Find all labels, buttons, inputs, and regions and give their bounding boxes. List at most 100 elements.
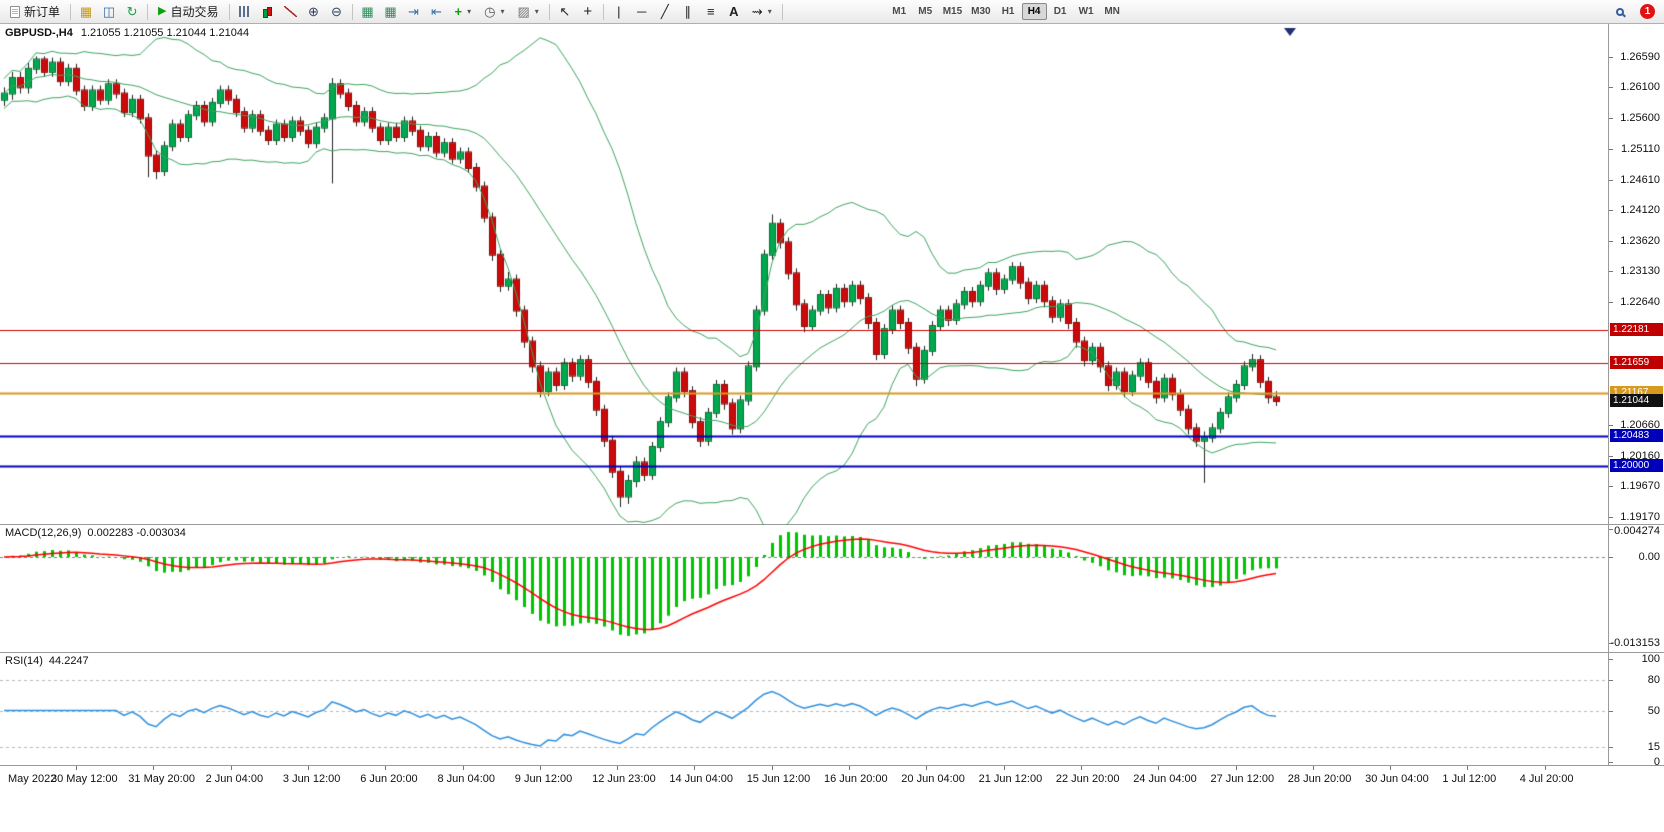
channel-button[interactable]: ∥	[677, 2, 699, 22]
price-axis[interactable]: 1.26590 1.26100 1.25600 1.25110 1.24610 1.241…	[1608, 24, 1664, 524]
timeframe-d1[interactable]: D1	[1048, 3, 1073, 20]
price-chart-panel: GBPUSD-,H4 1.21055 1.21055 1.21044 1.2104…	[0, 24, 1664, 525]
time-axis-tick	[385, 766, 387, 770]
price-chart-canvas[interactable]	[0, 24, 1608, 525]
timeframe-mn[interactable]: MN	[1100, 3, 1125, 20]
rsi-axis-tick	[1609, 747, 1613, 748]
channel-icon: ∥	[684, 4, 692, 19]
arrows-button[interactable]: ⇝ ▾	[746, 2, 778, 22]
auto-scroll-button[interactable]: ⇥	[403, 2, 425, 22]
auto-trading-button[interactable]: ▶ 自动交易	[152, 2, 224, 22]
tile-windows-button[interactable]: ▦	[357, 2, 379, 22]
candlestick-button[interactable]	[257, 2, 279, 22]
timeframe-m1[interactable]: M1	[887, 3, 912, 20]
time-axis-tick	[617, 766, 619, 770]
price-axis-tick	[1609, 271, 1613, 272]
cursor-icon: ↖	[559, 4, 571, 19]
time-axis-label: 30 Jun 04:00	[1365, 773, 1429, 785]
toolbar-separator	[228, 3, 230, 20]
crosshair-button[interactable]: +	[577, 2, 599, 22]
macd-axis-tick	[1609, 529, 1613, 530]
candlestick-icon	[262, 6, 274, 18]
time-axis-label: 3 Jun 12:00	[282, 773, 341, 785]
rsi-axis[interactable]: 100 80 50 15 0	[1608, 653, 1664, 768]
charts-button[interactable]: ▦	[75, 2, 97, 22]
rsi-panel: RSI(14) 44.2247 100 80 50 15 0	[0, 653, 1664, 768]
toolbar-separator	[781, 3, 783, 20]
price-axis-label: 1.23620	[1620, 235, 1660, 248]
price-tag: 1.21044	[1610, 393, 1663, 407]
rsi-axis-tick	[1609, 711, 1613, 712]
price-axis-label: 1.26100	[1620, 81, 1660, 94]
time-axis-label: 16 Jun 20:00	[824, 773, 888, 785]
rsi-axis-label: 100	[1641, 653, 1660, 665]
price-axis-tick	[1609, 241, 1613, 242]
data-window-button[interactable]: ◫	[98, 2, 120, 22]
zoom-in-button[interactable]: ⊕	[303, 2, 325, 22]
price-axis-label: 1.24120	[1620, 204, 1660, 217]
timeframe-h1[interactable]: H1	[996, 3, 1021, 20]
time-axis-label: 31 May 20:00	[128, 773, 195, 785]
new-order-label: 新订单	[24, 5, 61, 19]
price-axis-tick	[1609, 180, 1613, 181]
timeframe-m5[interactable]: M5	[913, 3, 938, 20]
macd-canvas[interactable]	[0, 525, 1608, 653]
timeframe-m30[interactable]: M30	[967, 3, 994, 20]
macd-axis-tick	[1609, 643, 1613, 644]
notification-badge[interactable]: 1	[1640, 4, 1655, 19]
price-tag: 1.20483	[1610, 428, 1663, 442]
chevron-down-icon: ▾	[767, 7, 772, 16]
price-axis-label: 1.20660	[1620, 418, 1660, 431]
toolbar-separator	[351, 3, 353, 20]
line-chart-button[interactable]	[280, 2, 302, 22]
bar-chart-button[interactable]	[234, 2, 256, 22]
plus-icon: +	[454, 4, 463, 19]
rsi-axis-label: 0	[1653, 756, 1660, 768]
trendline-button[interactable]: ╱	[654, 2, 676, 22]
cascade-windows-button[interactable]: ▦	[380, 2, 402, 22]
fibonacci-icon: ≡	[706, 4, 715, 19]
search-button[interactable]	[1609, 2, 1631, 22]
time-axis-tick	[849, 766, 850, 770]
new-order-icon	[10, 5, 20, 18]
horizontal-line-button[interactable]: ─	[631, 2, 653, 22]
timeframe-h4[interactable]: H4	[1021, 3, 1047, 20]
rsi-value: 44.2247	[48, 655, 89, 667]
toolbar-separator	[70, 3, 72, 20]
rsi-axis-label: 50	[1647, 704, 1660, 717]
price-axis-tick	[1609, 517, 1613, 518]
price-axis-tick	[1609, 149, 1613, 150]
time-axis-tick	[539, 766, 541, 770]
rsi-canvas[interactable]	[0, 653, 1608, 766]
fibonacci-button[interactable]: ≡	[700, 2, 722, 22]
price-axis-label: 1.25600	[1620, 112, 1660, 125]
template-button[interactable]: ▨ ▾	[511, 2, 544, 22]
timeframe-toolbar: M1 M5 M15 M30 H1 H4 D1 W1 MN	[887, 3, 1125, 20]
price-axis-label: 1.26590	[1620, 50, 1660, 63]
time-axis[interactable]: May 2022 30 May 12:00 31 May 20:00 2 Jun 04…	[0, 766, 1664, 790]
macd-axis[interactable]: 0.004274 0.00 -0.013153	[1608, 525, 1664, 652]
timeframe-w1[interactable]: W1	[1074, 3, 1099, 20]
vertical-line-button[interactable]: |	[608, 2, 630, 22]
time-axis-label: 20 Jun 04:00	[901, 773, 965, 785]
price-tag: 1.21659	[1610, 355, 1663, 369]
main-toolbar: 新订单 ▦ ◫ ↻ ▶ 自动交易 ⊕ ⊖ ▦ ▦ ⇥ ⇤ + ▾ ◷ ▾ ▨ ▾	[0, 0, 1664, 24]
add-indicator-button[interactable]: + ▾	[449, 2, 478, 22]
macd-label: MACD(12,26,9) 0.002283 -0.003034	[5, 527, 186, 539]
time-axis-label: 27 Jun 12:00	[1210, 773, 1275, 785]
horizontal-line-icon: ─	[637, 4, 647, 19]
time-axis-label: 2 Jun 04:00	[205, 773, 264, 785]
new-order-button[interactable]: 新订单	[4, 2, 66, 22]
time-axis-tick	[1312, 766, 1314, 770]
timeframe-m15[interactable]: M15	[939, 3, 966, 20]
rsi-axis-label: 80	[1647, 673, 1660, 686]
price-axis-label: 1.19670	[1620, 480, 1660, 492]
chart-shift-button[interactable]: ⇤	[426, 2, 448, 22]
cursor-button[interactable]: ↖	[554, 2, 576, 22]
macd-axis-tick	[1609, 557, 1613, 558]
zoom-out-button[interactable]: ⊖	[326, 2, 348, 22]
time-axis-label: 9 Jun 12:00	[514, 773, 573, 785]
text-button[interactable]: A	[723, 2, 745, 22]
navigator-button[interactable]: ↻	[121, 2, 143, 22]
period-button[interactable]: ◷ ▾	[478, 2, 510, 22]
